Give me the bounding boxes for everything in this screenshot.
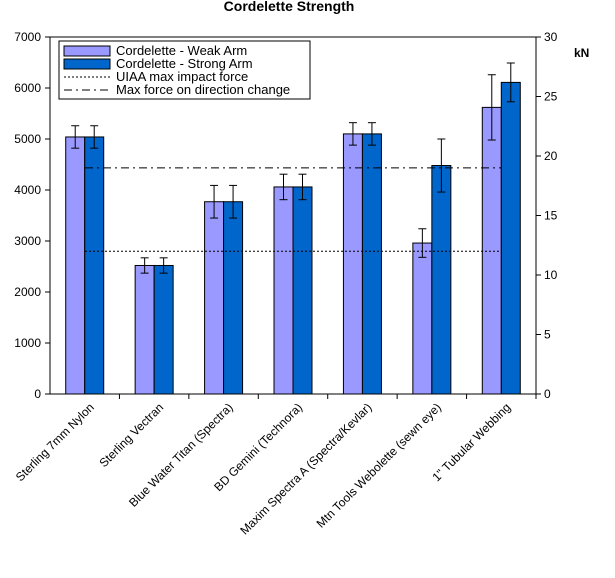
y2-tick-label: 30 — [544, 30, 558, 44]
bar — [361, 133, 382, 395]
bar — [134, 264, 155, 395]
y-tick-label: 2000 — [14, 285, 41, 299]
y-tick-label: 6000 — [14, 81, 41, 95]
legend-swatch — [63, 58, 111, 70]
plot-area: 0 1000 2000 3000 4000 5000 6000 7000 0 5 10 15 20 25 3… — [13, 30, 558, 537]
bar — [153, 264, 174, 395]
bar — [342, 133, 363, 395]
y2-tick-label: 25 — [544, 90, 558, 104]
y2-tick-label: 15 — [544, 209, 558, 223]
bar — [431, 165, 452, 395]
bar — [273, 186, 294, 395]
y-tick-label: 5000 — [14, 132, 41, 146]
y-tick-label: 4000 — [14, 183, 41, 197]
x-category-label: Sterling Vectran — [96, 400, 166, 470]
legend-label: Max force on direction change — [116, 82, 290, 97]
y-tick-label: 7000 — [14, 30, 41, 44]
legend-swatch — [63, 45, 111, 57]
bar — [65, 136, 86, 395]
y-tick-label: 1000 — [14, 336, 41, 350]
legend-label: UIAA max impact force — [116, 69, 248, 84]
chart-title: Cordelette Strength — [224, 0, 355, 14]
bar — [292, 186, 313, 395]
y-tick-label: 0 — [34, 387, 41, 401]
bar — [412, 242, 433, 395]
x-category-label: Maxim Spectra A (Spectra/Kevlar) — [237, 400, 374, 537]
legend-label: Cordelette - Strong Arm — [116, 56, 253, 71]
bar — [84, 136, 105, 395]
x-category-label: Mtn Tools Webolette (sewn eye) — [314, 400, 444, 530]
y2-tick-label: 20 — [544, 149, 558, 163]
legend-label: Cordelette - Weak Arm — [116, 43, 247, 58]
x-category-label: 1" Tubular Webbing — [429, 400, 513, 484]
bar — [204, 201, 225, 395]
x-category-label: Sterling 7mm Nylon — [13, 400, 97, 484]
y2-tick-label: 0 — [544, 387, 551, 401]
y-tick-label: 3000 — [14, 234, 41, 248]
y2-axis-label: kN — [574, 46, 589, 60]
y2-tick-label: 5 — [544, 328, 551, 342]
bar — [481, 106, 502, 395]
y2-tick-label: 10 — [544, 268, 558, 282]
bar — [223, 201, 244, 395]
bar — [500, 81, 521, 395]
